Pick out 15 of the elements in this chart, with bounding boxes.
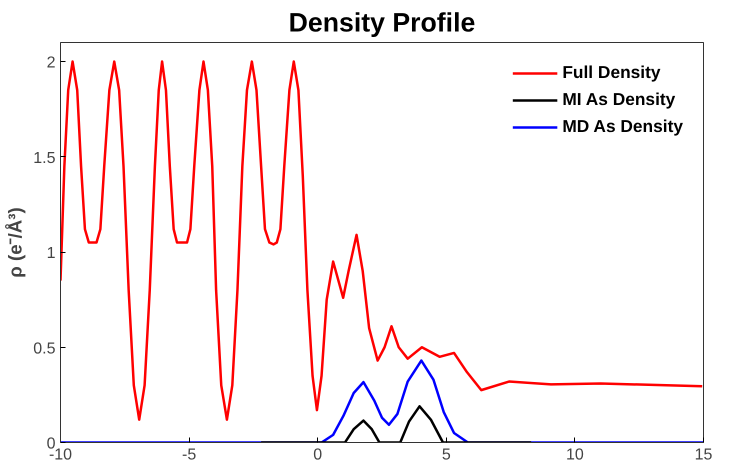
x-tick-label: 0: [313, 446, 322, 462]
y-tick-label: 0.5: [33, 340, 56, 358]
legend-label: Full Density: [562, 62, 661, 83]
y-tick-label: 1.5: [33, 150, 56, 167]
x-tick-label: 15: [694, 446, 712, 462]
y-axis-title: ρ (e⁻/Å³): [4, 207, 26, 278]
legend-label: MI As Density: [562, 89, 676, 110]
x-tick-label: -5: [182, 446, 196, 462]
legend-label: MD As Density: [562, 116, 683, 137]
y-tick-label: 2: [46, 54, 56, 72]
y-tick-label: 1: [46, 245, 56, 262]
x-tick-label: 5: [442, 446, 451, 462]
x-tick-label: 10: [566, 446, 584, 462]
line-series: [60, 60, 704, 421]
chart-title: Density Profile: [288, 8, 476, 38]
